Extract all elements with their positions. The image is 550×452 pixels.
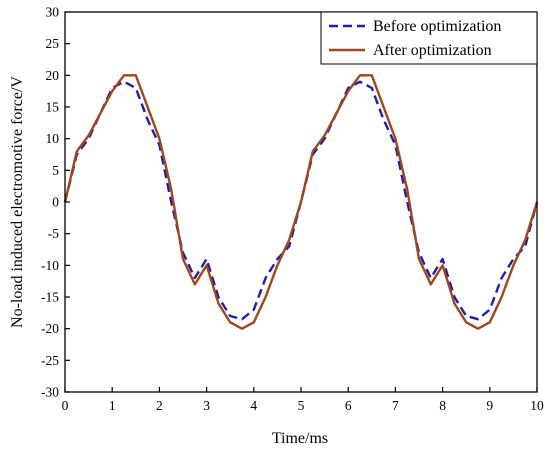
x-tick-label: 0 [62,398,69,413]
y-tick-label: -10 [41,258,59,273]
legend-label-before: Before optimization [373,18,501,35]
x-tick-label: 5 [298,398,305,413]
y-tick-label: -15 [41,290,59,305]
legend-box [320,11,538,65]
legend-label-after: After optimization [373,42,492,59]
ticks-layer: 0 1 2 3 4 5 6 7 8 9 10 -30 -25 -20 -15 -10 -5 0 5 10 15 20 25 3… [41,5,544,414]
y-tick-label: 30 [46,5,60,20]
y-axis-title: No-load induced electromotive force/V [9,76,26,328]
legend: Before optimization After optimization [320,11,538,65]
series-after-line [63,74,539,330]
x-tick-label: 6 [345,398,352,413]
y-tick-label: 15 [46,100,60,115]
y-tick-label: 10 [46,131,60,146]
y-tick-label: 0 [52,195,59,210]
x-tick-label: 9 [486,398,493,413]
y-tick-label: -5 [48,226,59,241]
x-tick-label: 4 [250,398,257,413]
x-tick-label: 2 [156,398,163,413]
x-tick-label: 8 [439,398,446,413]
y-tick-label: -30 [41,385,59,400]
x-tick-label: 3 [203,398,210,413]
y-tick-label: -20 [41,321,59,336]
y-tick-label: -25 [41,353,59,368]
y-tick-label: 5 [52,163,59,178]
x-tick-label: 7 [392,398,399,413]
x-axis-title: Time/ms [272,430,328,447]
series-layer [63,74,539,330]
x-tick-label: 1 [109,398,116,413]
y-tick-label: 20 [46,68,60,83]
x-tick-label: 10 [530,398,544,413]
y-tick-label: 25 [46,36,60,51]
